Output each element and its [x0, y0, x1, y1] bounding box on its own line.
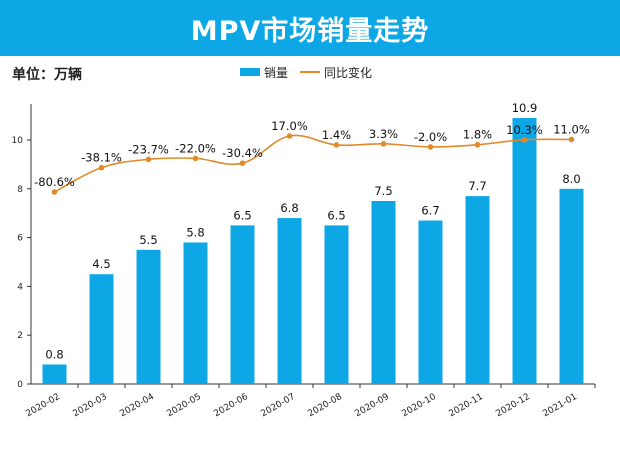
y-tick-label: 10 — [12, 136, 24, 146]
legend-yoy-label: 同比变化 — [324, 65, 373, 80]
bar-value-label: 6.7 — [421, 204, 439, 218]
bar — [136, 249, 161, 384]
yoy-value-label: 1.4% — [322, 128, 351, 142]
yoy-value-label: 11.0% — [553, 122, 590, 136]
legend-item-yoy: 同比变化 — [300, 64, 372, 81]
yoy-marker — [239, 160, 246, 166]
yoy-marker — [333, 142, 340, 148]
bar — [324, 225, 349, 384]
x-tick-label: 2020-12 — [494, 392, 532, 419]
yoy-marker — [521, 137, 528, 143]
chart-title: MPV市场销量走势 — [190, 15, 430, 47]
y-tick-label: 0 — [17, 380, 23, 390]
yoy-marker — [51, 189, 58, 195]
y-tick-label: 4 — [17, 282, 23, 292]
yoy-marker — [474, 141, 481, 148]
bar — [42, 364, 67, 384]
bar — [371, 201, 396, 384]
bar-value-label: 0.8 — [45, 347, 63, 361]
bar-value-label: 6.5 — [233, 208, 251, 222]
yoy-value-label: -30.4% — [222, 146, 263, 160]
x-tick-label: 2020-08 — [306, 392, 344, 420]
y-tick-label: 6 — [17, 234, 23, 244]
yoy-marker — [568, 136, 575, 143]
bar-value-label: 10.9 — [512, 101, 538, 115]
yoy-value-label: -38.1% — [81, 151, 122, 165]
bar — [89, 274, 114, 384]
yoy-value-label: 10.3% — [506, 123, 543, 137]
legend-bar-swatch — [240, 68, 260, 76]
bar — [277, 218, 302, 384]
bar-value-label: 6.5 — [327, 208, 345, 222]
bar-value-label: 5.8 — [186, 225, 204, 239]
x-tick-label: 2020-04 — [118, 392, 156, 420]
title-banner: MPV市场销量走势 — [0, 0, 620, 56]
yoy-marker — [192, 155, 199, 162]
x-tick-label: 2020-02 — [24, 392, 62, 419]
yoy-value-label: 3.3% — [369, 127, 398, 141]
bar-value-label: 8.0 — [562, 172, 580, 186]
yoy-marker — [145, 156, 152, 163]
legend-sales-label: 销量 — [264, 65, 289, 80]
yoy-value-label: 17.0% — [271, 119, 308, 133]
yoy-value-label: -23.7% — [128, 142, 169, 156]
legend: 销量 同比变化 — [240, 64, 384, 80]
x-tick-label: 2020-11 — [447, 392, 485, 419]
unit-label: 单位：万辆 — [12, 67, 82, 83]
y-tick-label: 2 — [17, 331, 23, 341]
yoy-line — [54, 134, 572, 193]
x-tick-label: 2021-01 — [541, 392, 579, 419]
yoy-value-label: -80.6% — [34, 175, 75, 189]
bar — [418, 220, 443, 384]
y-tick-label: 8 — [17, 185, 23, 195]
yoy-value-label: 1.8% — [463, 128, 492, 142]
bar — [559, 188, 584, 384]
bar — [230, 225, 255, 384]
legend-item-sales: 销量 — [240, 64, 288, 81]
x-tick-label: 2020-07 — [259, 392, 297, 419]
bar-value-label: 7.5 — [374, 184, 392, 198]
yoy-value-label: -22.0% — [175, 141, 216, 155]
bar-value-label: 4.5 — [92, 257, 110, 271]
yoy-marker — [380, 141, 387, 147]
x-tick-label: 2020-03 — [71, 392, 109, 419]
yoy-marker — [427, 144, 434, 150]
yoy-marker — [286, 133, 293, 139]
bar — [183, 242, 208, 384]
yoy-value-label: -2.0% — [414, 130, 447, 144]
x-tick-label: 2020-05 — [165, 392, 203, 419]
bar-value-label: 7.7 — [468, 179, 486, 193]
yoy-marker — [98, 164, 105, 171]
legend-line-swatch — [300, 71, 321, 73]
bar — [465, 196, 490, 384]
bar — [512, 118, 537, 384]
bar-value-label: 6.8 — [280, 201, 298, 215]
x-tick-label: 2020-06 — [212, 392, 250, 420]
x-tick-label: 2020-09 — [353, 392, 391, 420]
x-tick-label: 2020-10 — [400, 392, 438, 420]
bar-value-label: 5.5 — [139, 233, 157, 247]
